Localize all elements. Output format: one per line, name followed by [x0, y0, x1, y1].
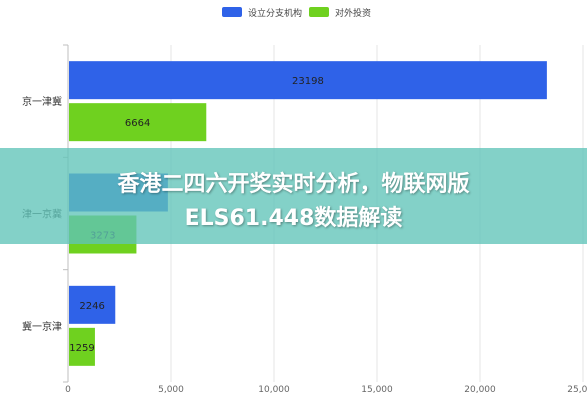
- legend-label: 设立分支机构: [248, 7, 302, 19]
- bar-value-label: 6664: [125, 118, 150, 129]
- bar-branch: [69, 285, 116, 324]
- y-tick-label: 京一津冀: [22, 95, 62, 108]
- bar-investment: [69, 103, 207, 142]
- overlay-banner: 香港二四六开奖实时分析，物联网版 ELS61.448数据解读: [0, 148, 587, 244]
- y-tick-label: 冀一京津: [22, 320, 62, 333]
- bar-value-label: 23198: [292, 76, 324, 87]
- legend-swatch: [222, 7, 242, 17]
- bar-branch: [69, 61, 547, 100]
- legend-label: 对外投资: [335, 7, 371, 19]
- x-tick-label: 10,000: [258, 385, 290, 395]
- x-tick-label: 25,000: [567, 385, 587, 395]
- x-tick-label: 20,000: [464, 385, 496, 395]
- overlay-title-line-2: ELS61.448数据解读: [184, 206, 403, 231]
- x-tick-label: 15,000: [361, 385, 393, 395]
- legend-swatch: [309, 7, 329, 17]
- overlay-title-line-1: 香港二四六开奖实时分析，物联网版: [117, 172, 470, 197]
- bar-investment: [69, 327, 95, 366]
- bar-value-label: 2246: [79, 301, 104, 312]
- x-tick-label: 0: [65, 385, 71, 395]
- x-tick-label: 5,000: [158, 385, 184, 395]
- legend: 设立分支机构 对外投资: [222, 7, 371, 19]
- bar-value-label: 1259: [69, 343, 94, 354]
